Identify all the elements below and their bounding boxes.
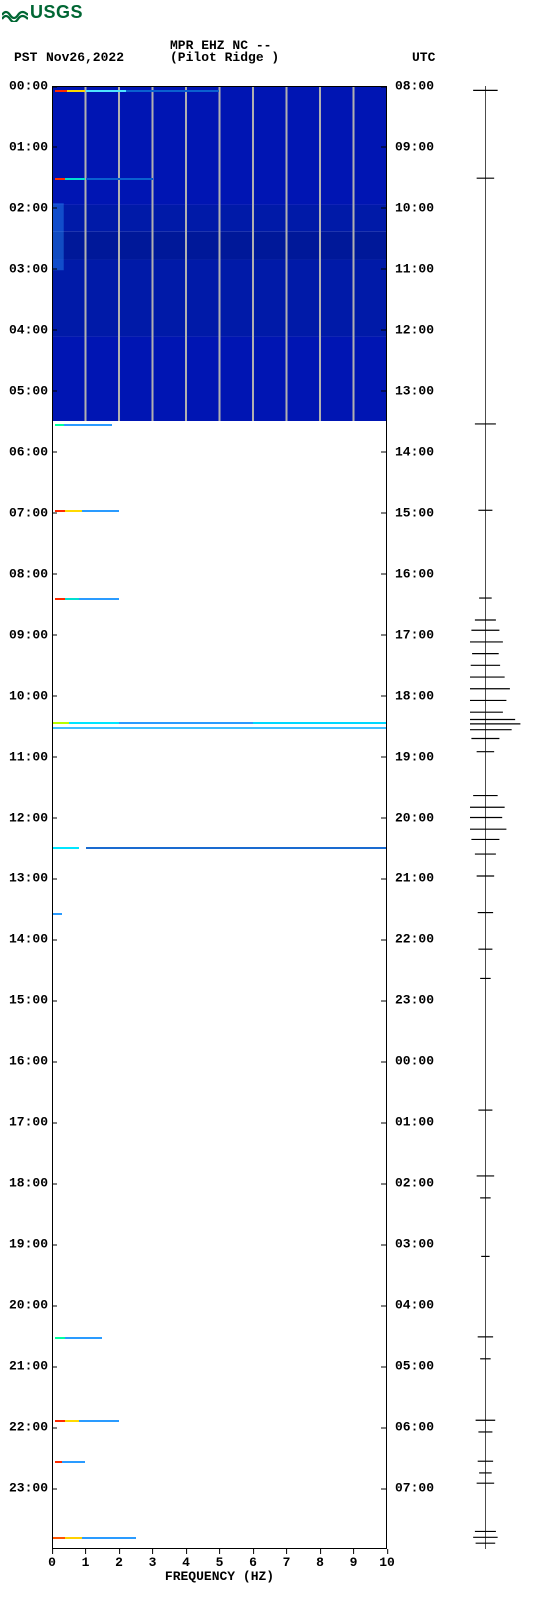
ytick-right: 05:00 [387, 1359, 434, 1374]
ytick-left: 13:00 [9, 871, 52, 886]
ytick-right: 20:00 [387, 810, 434, 825]
ytick-right: 07:00 [387, 1481, 434, 1496]
ytick-right: 21:00 [387, 871, 434, 886]
xtick: 10 [379, 1549, 395, 1570]
ytick-right: 23:00 [387, 993, 434, 1008]
ytick-left: 11:00 [9, 749, 52, 764]
station-line2: (Pilot Ridge ) [170, 50, 279, 65]
xtick: 7 [283, 1549, 291, 1570]
ytick-right: 04:00 [387, 1298, 434, 1313]
xtick: 3 [149, 1549, 157, 1570]
ytick-right: 12:00 [387, 322, 434, 337]
ytick-right: 02:00 [387, 1176, 434, 1191]
xtick: 2 [115, 1549, 123, 1570]
ytick-right: 18:00 [387, 688, 434, 703]
ytick-left: 16:00 [9, 1054, 52, 1069]
ytick-left: 01:00 [9, 139, 52, 154]
ytick-left: 20:00 [9, 1298, 52, 1313]
ytick-left: 03:00 [9, 261, 52, 276]
ytick-left: 22:00 [9, 1420, 52, 1435]
ytick-right: 01:00 [387, 1115, 434, 1130]
ytick-right: 17:00 [387, 627, 434, 642]
ytick-right: 11:00 [387, 261, 434, 276]
ytick-left: 23:00 [9, 1481, 52, 1496]
xtick: 8 [316, 1549, 324, 1570]
ytick-right: 08:00 [387, 79, 434, 94]
x-axis-label: FREQUENCY (HZ) [165, 1549, 274, 1584]
ytick-left: 04:00 [9, 322, 52, 337]
ytick-left: 10:00 [9, 688, 52, 703]
ytick-left: 14:00 [9, 932, 52, 947]
ytick-left: 00:00 [9, 79, 52, 94]
ytick-left: 17:00 [9, 1115, 52, 1130]
ytick-right: 14:00 [387, 444, 434, 459]
xtick: 9 [350, 1549, 358, 1570]
usgs-logo-text: USGS [30, 2, 83, 23]
amplitude-sidetrace [470, 86, 540, 1549]
ytick-left: 21:00 [9, 1359, 52, 1374]
ytick-left: 06:00 [9, 444, 52, 459]
xtick: 0 [48, 1549, 56, 1570]
ytick-left: 19:00 [9, 1237, 52, 1252]
ytick-right: 13:00 [387, 383, 434, 398]
ytick-right: 09:00 [387, 139, 434, 154]
ytick-right: 19:00 [387, 749, 434, 764]
ytick-left: 12:00 [9, 810, 52, 825]
ytick-left: 07:00 [9, 505, 52, 520]
xtick: 1 [82, 1549, 90, 1570]
ytick-left: 15:00 [9, 993, 52, 1008]
ytick-right: 10:00 [387, 200, 434, 215]
page-root: USGS PST Nov26,2022 MPR EHZ NC -- (Pilot… [0, 0, 552, 1613]
spectrogram-plot: 00:0001:0002:0003:0004:0005:0006:0007:00… [52, 86, 387, 1549]
spectrogram-image [52, 86, 387, 421]
ytick-left: 08:00 [9, 566, 52, 581]
ytick-right: 22:00 [387, 932, 434, 947]
tz-left-label: PST [14, 50, 37, 65]
ytick-left: 18:00 [9, 1176, 52, 1191]
usgs-wave-icon [2, 4, 28, 22]
ytick-left: 05:00 [9, 383, 52, 398]
ytick-right: 06:00 [387, 1420, 434, 1435]
ytick-right: 03:00 [387, 1237, 434, 1252]
ytick-right: 15:00 [387, 505, 434, 520]
ytick-left: 02:00 [9, 200, 52, 215]
ytick-left: 09:00 [9, 627, 52, 642]
usgs-logo: USGS [2, 2, 83, 23]
tz-right-label: UTC [412, 50, 435, 65]
ytick-right: 16:00 [387, 566, 434, 581]
date-label: Nov26,2022 [46, 50, 124, 65]
ytick-right: 00:00 [387, 1054, 434, 1069]
